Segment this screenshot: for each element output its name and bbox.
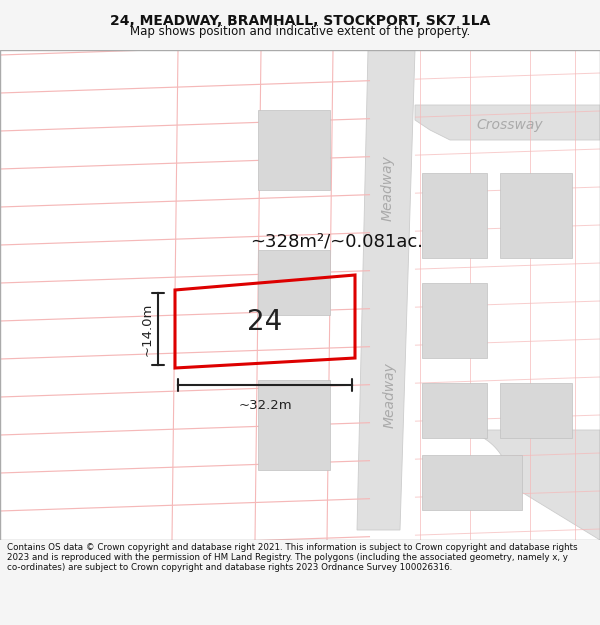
Bar — [422, 283, 487, 358]
Bar — [258, 110, 330, 190]
Polygon shape — [415, 105, 600, 140]
Text: 24, MEADWAY, BRAMHALL, STOCKPORT, SK7 1LA: 24, MEADWAY, BRAMHALL, STOCKPORT, SK7 1L… — [110, 14, 490, 28]
Bar — [422, 455, 522, 510]
Bar — [258, 250, 330, 315]
Text: Map shows position and indicative extent of the property.: Map shows position and indicative extent… — [130, 24, 470, 38]
Bar — [258, 380, 330, 470]
Polygon shape — [357, 50, 415, 530]
Text: Crossway: Crossway — [476, 118, 544, 132]
Polygon shape — [455, 430, 600, 540]
Bar — [422, 173, 487, 258]
Bar — [500, 383, 572, 438]
Text: ~32.2m: ~32.2m — [238, 399, 292, 412]
Bar — [422, 383, 487, 438]
Text: Meadway: Meadway — [383, 362, 397, 428]
Text: Contains OS data © Crown copyright and database right 2021. This information is : Contains OS data © Crown copyright and d… — [7, 542, 578, 572]
Text: ~328m²/~0.081ac.: ~328m²/~0.081ac. — [250, 233, 423, 251]
Text: Meadway: Meadway — [381, 155, 395, 221]
Text: 24: 24 — [247, 308, 283, 336]
Text: ~14.0m: ~14.0m — [141, 302, 154, 356]
Bar — [500, 173, 572, 258]
